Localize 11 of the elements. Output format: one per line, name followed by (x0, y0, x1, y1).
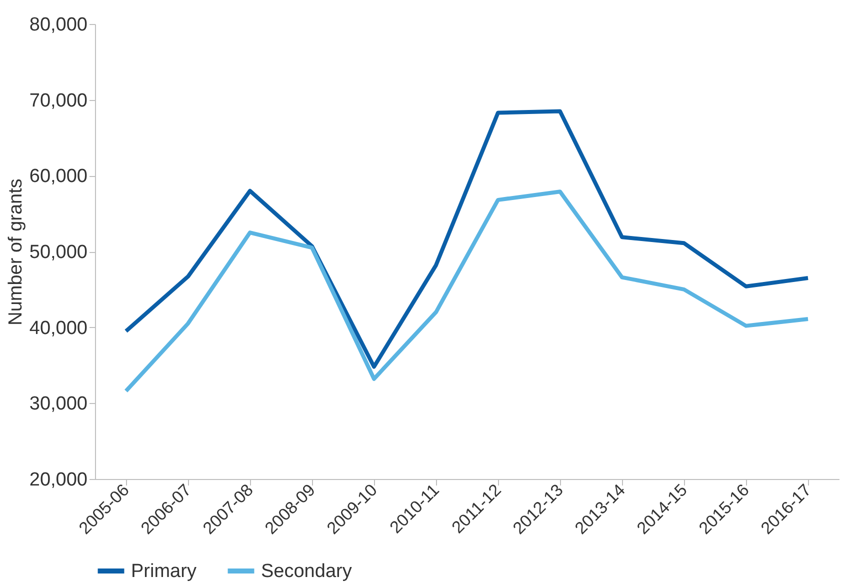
y-tick-label: 50,000 (29, 242, 88, 263)
y-tick-label: 80,000 (29, 14, 88, 36)
y-tick-label: 40,000 (29, 318, 88, 339)
y-tick-label: 60,000 (29, 166, 88, 188)
line-series (124, 190, 810, 394)
line-series (124, 109, 810, 369)
legend-label: Primary (131, 561, 197, 582)
y-axis-title: Number of grants (5, 178, 26, 326)
y-tick-label: 30,000 (29, 394, 88, 415)
y-tick-label: 70,000 (29, 90, 88, 112)
legend-label: Secondary (261, 561, 352, 582)
